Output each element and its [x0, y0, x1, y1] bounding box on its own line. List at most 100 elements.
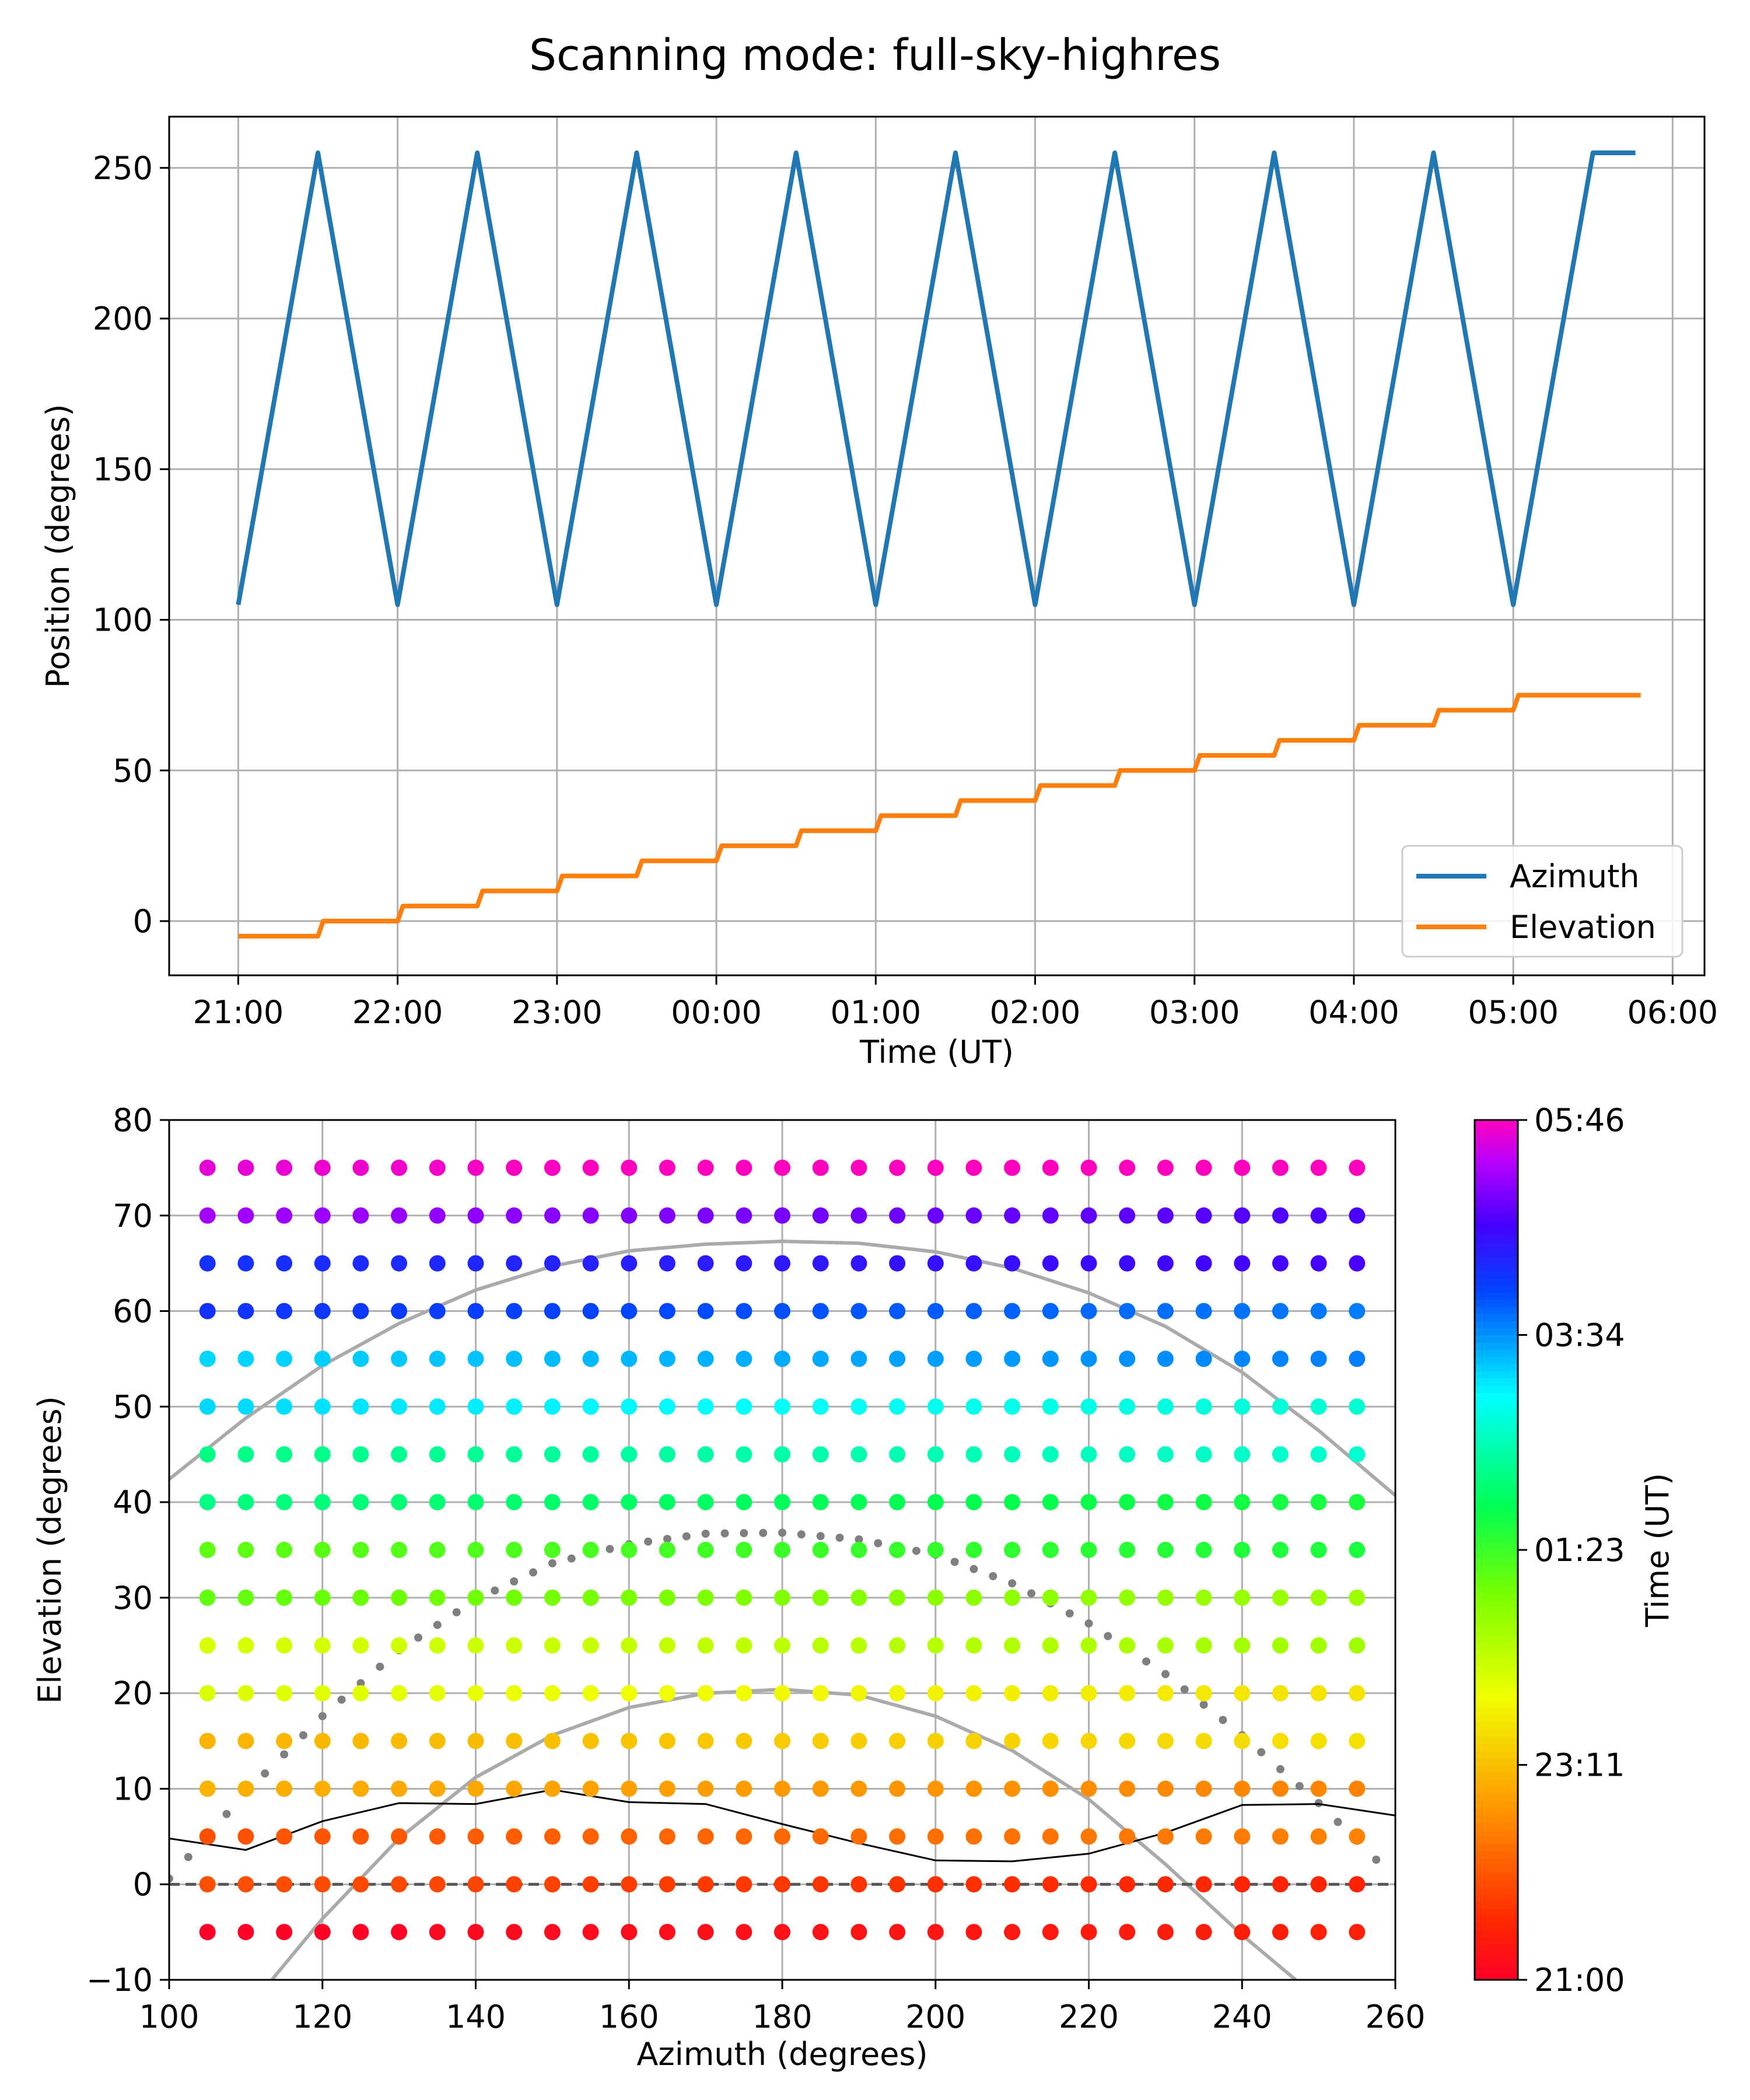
scan-point: [429, 1732, 446, 1749]
scan-point: [1157, 1494, 1174, 1511]
scan-point: [1157, 1732, 1174, 1749]
colorbar-segment: [1475, 1485, 1518, 1493]
scan-point: [736, 1732, 752, 1749]
scan-point: [1310, 1494, 1327, 1511]
scan-point: [927, 1685, 944, 1702]
dotted-arc-point: [529, 1568, 537, 1577]
scan-point: [199, 1446, 216, 1463]
colorbar-segment: [1475, 1292, 1518, 1300]
scan-point: [352, 1637, 369, 1654]
series-elevation-line: [238, 692, 1641, 939]
scan-point: [1272, 1207, 1289, 1224]
scan-point: [237, 1350, 254, 1367]
dotted-arc-point: [855, 1535, 863, 1544]
colorbar-segment: [1475, 1815, 1518, 1823]
scan-point: [1349, 1685, 1366, 1702]
scan-point: [1004, 1589, 1021, 1606]
dotted-arc: [169, 1528, 1381, 1883]
scan-point: [1042, 1350, 1059, 1367]
scan-point: [621, 1589, 638, 1606]
scan-point: [467, 1685, 484, 1702]
scan-point: [276, 1828, 293, 1845]
scan-point: [1272, 1303, 1289, 1320]
dotted-arc-point: [567, 1554, 576, 1563]
scan-point: [1042, 1637, 1059, 1654]
scan-point: [1234, 1780, 1251, 1797]
scan-point: [812, 1685, 829, 1702]
scan-point: [544, 1159, 561, 1176]
scan-point: [352, 1159, 369, 1176]
colorbar-segment: [1475, 1758, 1518, 1766]
series-azimuth-line: [236, 150, 1636, 607]
colorbar-segment: [1475, 1514, 1518, 1522]
scan-point: [1272, 1828, 1289, 1845]
y-tick-label: 0: [133, 1866, 153, 1903]
scan-point: [1310, 1398, 1327, 1415]
scan-point: [965, 1350, 982, 1367]
y-tick-label: 250: [93, 150, 153, 187]
colorbar-segment: [1475, 1420, 1518, 1429]
scan-point: [659, 1446, 676, 1463]
dotted-arc-point: [318, 1712, 327, 1720]
scan-point: [736, 1446, 752, 1463]
scan-point: [1042, 1876, 1059, 1893]
scan-point: [1119, 1446, 1136, 1463]
scan-point: [697, 1446, 714, 1463]
scan-point: [621, 1350, 638, 1367]
scan-point: [544, 1732, 561, 1749]
scan-point: [965, 1494, 982, 1511]
scan-point: [1004, 1446, 1021, 1463]
scan-point: [1080, 1303, 1097, 1320]
scan-point: [1042, 1685, 1059, 1702]
scan-point: [889, 1732, 906, 1749]
colorbar-segment: [1475, 1743, 1518, 1751]
scan-point: [1349, 1446, 1366, 1463]
scan-point: [621, 1637, 638, 1654]
colorbar-segment: [1475, 1528, 1518, 1536]
colorbar-segment: [1475, 1256, 1518, 1264]
scan-point: [1234, 1589, 1251, 1606]
scan-point: [314, 1255, 331, 1272]
scan-point: [736, 1398, 752, 1415]
scan-point: [1272, 1542, 1289, 1558]
scan-point: [1042, 1207, 1059, 1224]
scan-point: [850, 1924, 867, 1941]
scan-point: [429, 1350, 446, 1367]
scan-point: [850, 1398, 867, 1415]
scan-point: [582, 1542, 599, 1558]
scan-point: [927, 1446, 944, 1463]
scan-point: [276, 1780, 293, 1797]
scan-point: [1004, 1398, 1021, 1415]
scan-point: [927, 1159, 944, 1176]
scan-point: [1195, 1494, 1212, 1511]
scan-point: [889, 1159, 906, 1176]
y-tick-label: 80: [113, 1102, 153, 1139]
scan-point: [429, 1685, 446, 1702]
scan-point: [1310, 1303, 1327, 1320]
scan-point: [276, 1350, 293, 1367]
colorbar-tick-label: 05:46: [1534, 1102, 1625, 1139]
scan-point: [1310, 1637, 1327, 1654]
scan-point: [199, 1589, 216, 1606]
scan-point: [1234, 1350, 1251, 1367]
scan-point: [736, 1637, 752, 1654]
x-tick-label: 240: [1212, 1999, 1272, 2035]
scan-point: [927, 1732, 944, 1749]
scan-point: [889, 1828, 906, 1845]
scan-point: [467, 1446, 484, 1463]
scan-point: [391, 1732, 408, 1749]
scan-point: [1042, 1828, 1059, 1845]
scan-point: [1042, 1303, 1059, 1320]
scan-point: [659, 1255, 676, 1272]
scan-point: [1004, 1685, 1021, 1702]
colorbar-segment: [1475, 1542, 1518, 1550]
scan-point: [352, 1780, 369, 1797]
scan-point: [1234, 1542, 1251, 1558]
scan-point: [850, 1637, 867, 1654]
scan-point: [927, 1494, 944, 1511]
x-tick-label: 200: [905, 1999, 965, 2035]
scan-point: [1119, 1924, 1136, 1941]
scan-point: [697, 1685, 714, 1702]
scan-point: [850, 1303, 867, 1320]
